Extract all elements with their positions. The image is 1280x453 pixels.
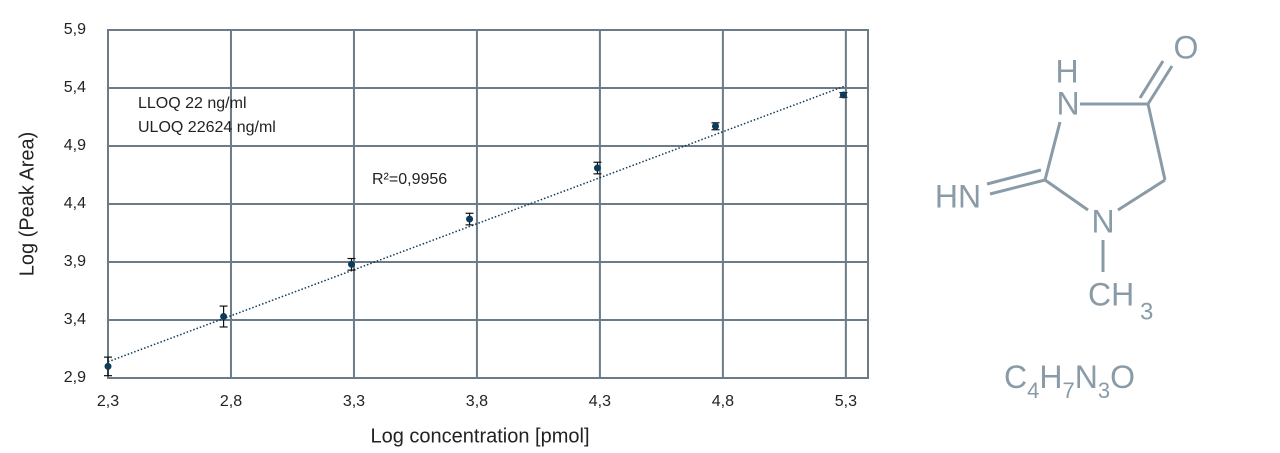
formula-element: H (1039, 359, 1062, 395)
formula-element: C (1004, 359, 1027, 395)
y-tick-label: 2,9 (64, 369, 86, 386)
data-point (593, 164, 601, 172)
formula-element: N (1075, 359, 1098, 395)
x-tick-label: 2,8 (220, 393, 242, 410)
x-tick-label: 3,3 (343, 393, 365, 410)
y-axis-label: Log (Peak Area) (16, 132, 38, 277)
x-tick-label: 4,8 (712, 393, 734, 410)
bond (1146, 65, 1174, 105)
x-tick-label: 4,3 (589, 393, 611, 410)
atom: N (1056, 85, 1079, 121)
formula-subscript: 7 (1062, 378, 1074, 403)
annotation: LLOQ 22 ng/ml (138, 95, 247, 112)
x-tick-label: 3,8 (466, 393, 488, 410)
y-tick-label: 3,9 (64, 253, 86, 270)
bond (1146, 103, 1167, 181)
bond (1117, 178, 1166, 212)
data-point (104, 362, 112, 370)
data-point (347, 260, 355, 268)
bond (1044, 178, 1089, 212)
atom: CH (1088, 276, 1134, 312)
x-tick-label: 2,3 (97, 393, 119, 410)
data-point (712, 122, 720, 130)
atom: HN (935, 178, 981, 214)
x-axis-label: Log concentration [pmol] (370, 425, 589, 447)
bond (1138, 60, 1165, 99)
formula: C4H7N3O (1004, 359, 1135, 402)
atom: O (1174, 29, 1199, 65)
annotation: ULOQ 22624 ng/ml (138, 119, 276, 136)
molecule: O H N HN N CH 3 C4H7N3O (935, 29, 1199, 402)
atom: N (1091, 203, 1114, 239)
y-tick-label: 5,9 (64, 21, 86, 38)
x-tick-label: 5,3 (835, 393, 857, 410)
atom: H (1055, 53, 1078, 89)
annotation: R²=0,9956 (372, 171, 447, 188)
bond (989, 178, 1046, 196)
y-tick-label: 4,9 (64, 137, 86, 154)
formula-subscript: 3 (1098, 378, 1110, 403)
bond (986, 168, 1042, 186)
data-point (220, 313, 228, 321)
atom-subscript: 3 (1140, 298, 1153, 325)
bond (1043, 121, 1062, 181)
formula-element: O (1110, 359, 1135, 395)
formula-subscript: 4 (1027, 378, 1039, 403)
y-tick-label: 5,4 (64, 79, 86, 96)
y-tick-label: 4,4 (64, 195, 86, 212)
y-tick-label: 3,4 (64, 311, 86, 328)
data-point (466, 215, 474, 223)
data-point (839, 91, 847, 99)
